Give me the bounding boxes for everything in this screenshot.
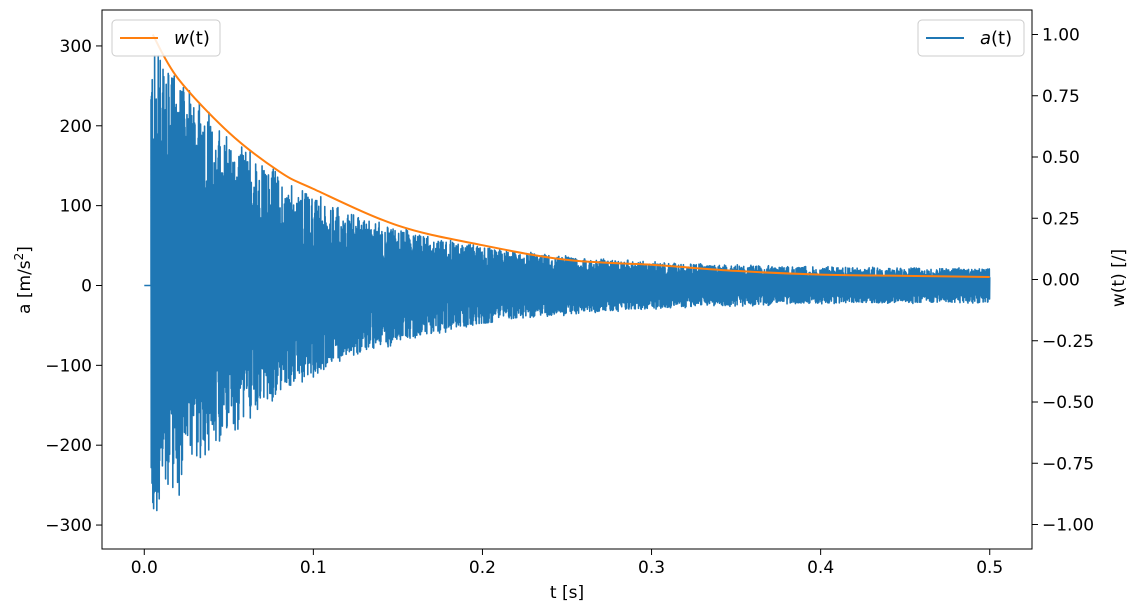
legend-w-box: [111, 19, 221, 57]
x-tick-label: 0.1: [300, 558, 327, 578]
y-left-label-suffix: ]: [15, 246, 35, 253]
x-axis-ticks: 0.0 0.1 0.2 0.3 0.4 0.5: [131, 549, 1003, 578]
y-right-tick-label: 0.50: [1042, 148, 1080, 168]
y-right-tick-label: −0.50: [1042, 393, 1094, 413]
series-a-path: [144, 54, 991, 512]
y-left-tick-label: 300: [60, 37, 92, 57]
y-right-tick-label: −0.75: [1042, 454, 1094, 474]
legend-a-label: a(t): [980, 28, 1012, 49]
x-tick-label: 0.2: [469, 558, 496, 578]
legend-a-base: a: [980, 28, 991, 49]
y-right-tick-label: 1.00: [1042, 26, 1080, 46]
y-right-tick-label: −1.00: [1042, 516, 1094, 536]
y-left-tick-label: 100: [60, 197, 92, 217]
y-left-tick-label: −100: [45, 356, 92, 376]
y-left-axis-ticks: −300 −200 −100 0 100 200 300: [45, 37, 102, 536]
x-tick-label: 0.5: [976, 558, 1003, 578]
legend-w: w(t): [111, 19, 221, 57]
y-right-axis-label: w(t) [/]: [1109, 249, 1129, 307]
y-left-tick-label: −200: [45, 436, 92, 456]
legend-w-arg: (t): [189, 28, 210, 49]
legend-a: a(t): [917, 19, 1025, 57]
y-left-tick-label: −300: [45, 516, 92, 536]
legend-a-arg: (t): [991, 28, 1012, 49]
x-tick-label: 0.4: [807, 558, 834, 578]
x-axis-label: t [s]: [550, 583, 584, 603]
x-tick-label: 0.0: [131, 558, 158, 578]
y-right-tick-label: −0.25: [1042, 332, 1094, 352]
series-w-path: [151, 34, 990, 279]
y-left-label-prefix: a [m/s: [15, 260, 35, 314]
y-right-tick-label: 0.75: [1042, 87, 1080, 107]
legend-w-label: w(t): [174, 28, 210, 49]
y-right-tick-label: 0.00: [1042, 271, 1080, 291]
series-w-line: [151, 34, 990, 279]
x-tick-label: 0.3: [638, 558, 665, 578]
series-a-line: [144, 54, 991, 512]
y-right-axis-ticks: −1.00 −0.75 −0.50 −0.25 0.00 0.25 0.50 0.75 1.00: [1032, 26, 1094, 536]
legend-a-box: [917, 19, 1025, 57]
legend-w-base: w: [174, 28, 189, 49]
y-left-label-sup: 2: [12, 253, 26, 261]
y-left-tick-label: 200: [60, 117, 92, 137]
y-left-tick-label: 0: [81, 276, 92, 296]
y-left-axis-label: a [m/s2]: [12, 246, 35, 314]
y-right-tick-label: 0.25: [1042, 209, 1080, 229]
